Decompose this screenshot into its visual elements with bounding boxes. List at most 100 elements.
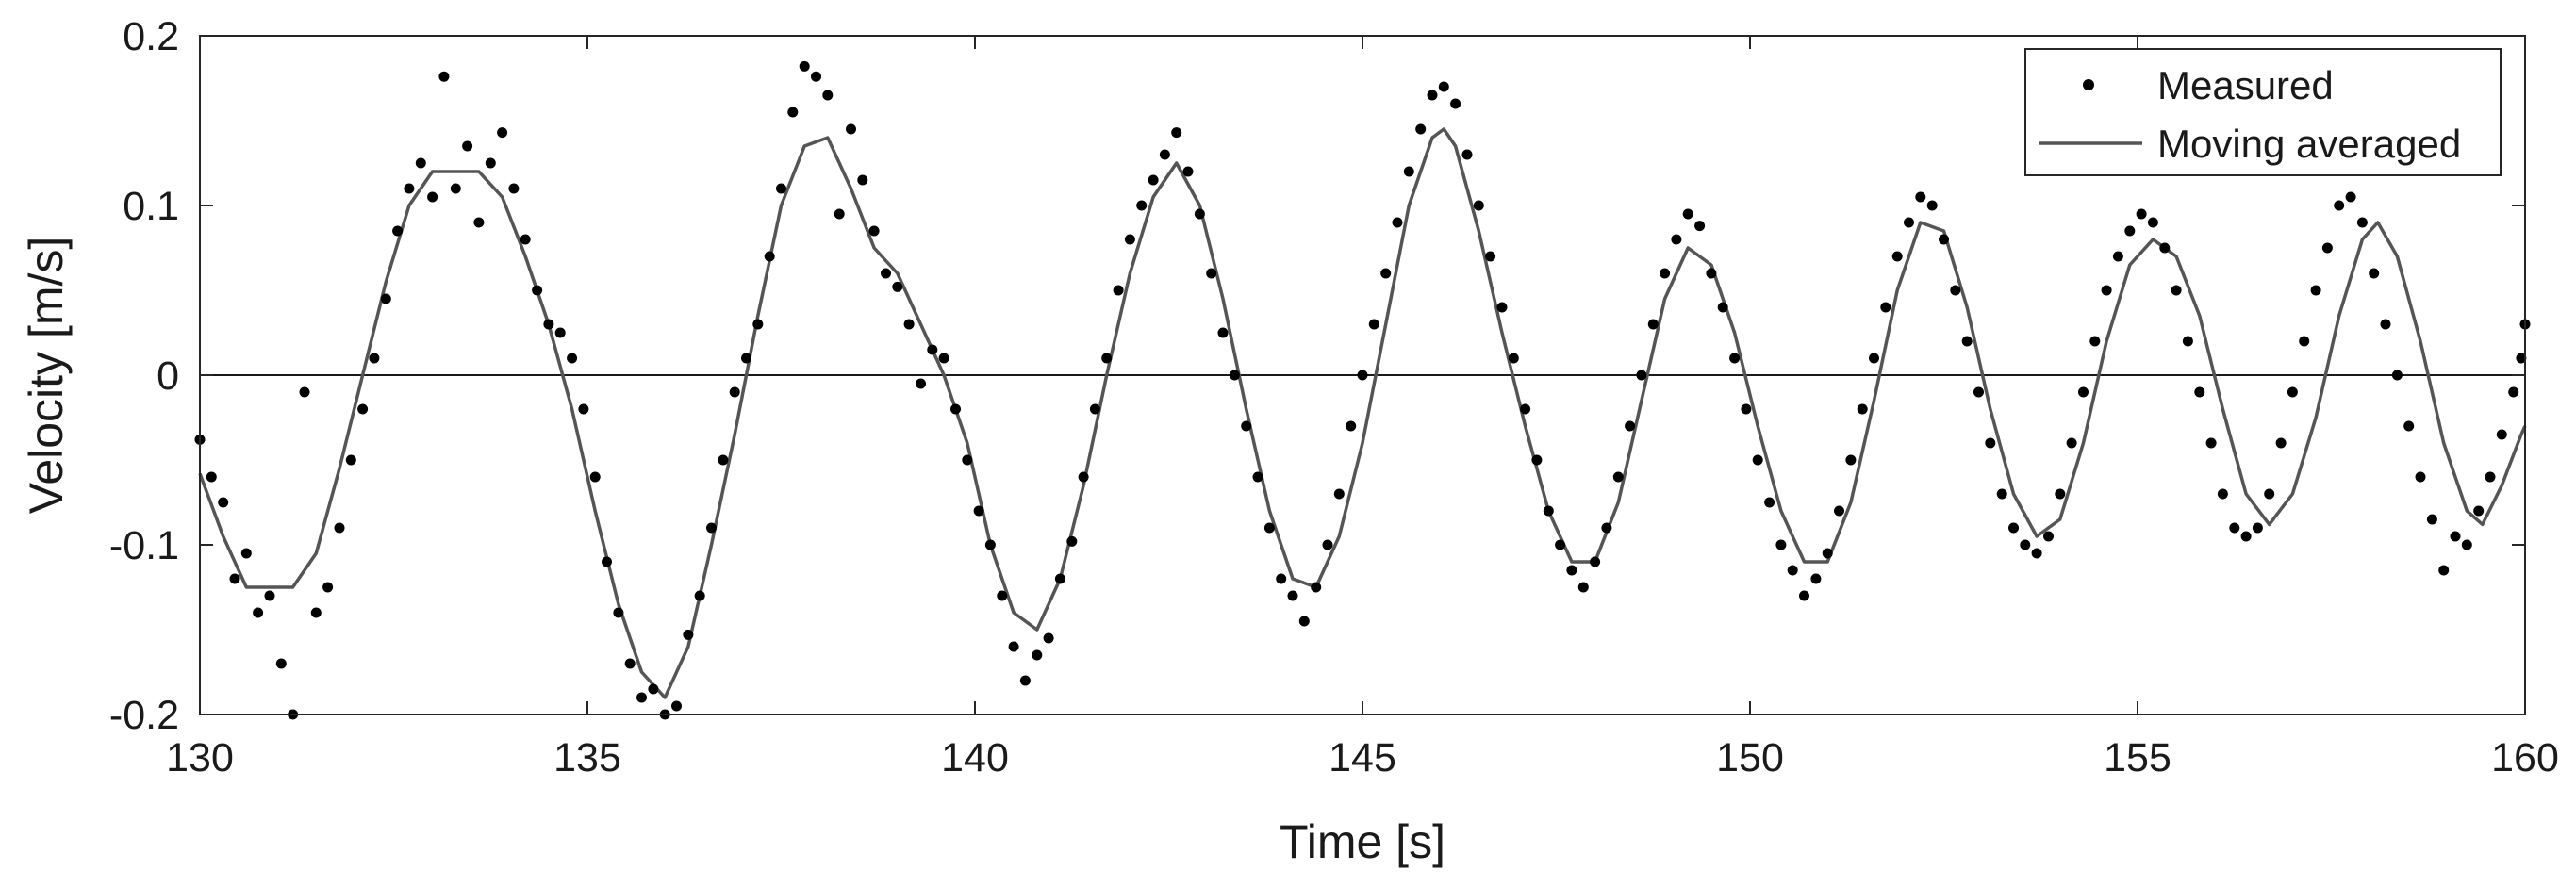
measured-point (2229, 522, 2240, 534)
measured-point (1450, 98, 1461, 109)
measured-point (1136, 200, 1148, 211)
measured-point (2171, 285, 2182, 296)
measured-point (450, 183, 461, 194)
measured-point (322, 582, 334, 593)
measured-point (497, 127, 508, 139)
measured-point (1252, 471, 1263, 483)
measured-point (1217, 327, 1229, 338)
measured-point (2380, 319, 2391, 330)
legend-label-moving-averaged: Moving averaged (2157, 122, 2461, 166)
measured-point (1752, 454, 1763, 466)
y-tick-label: -0.2 (109, 693, 179, 738)
measured-point (1601, 522, 1612, 534)
measured-point (543, 319, 554, 330)
measured-point (2496, 429, 2507, 440)
measured-point (264, 590, 275, 601)
measured-point (613, 607, 624, 618)
measured-point (1682, 208, 1693, 220)
measured-point (1333, 488, 1345, 500)
measured-point (1625, 420, 1636, 432)
moving-average-layer (198, 127, 2527, 699)
measured-point (1322, 539, 1333, 550)
x-tick-label: 140 (941, 735, 1009, 780)
measured-point (1636, 370, 1647, 381)
x-tick-label: 155 (2104, 735, 2171, 780)
measured-point (2287, 386, 2298, 398)
measured-point (2101, 285, 2112, 296)
measured-point (1171, 127, 1182, 139)
measured-point (218, 497, 229, 508)
measured-point (624, 658, 636, 669)
measured-point (1298, 616, 1310, 627)
measured-point (2055, 488, 2066, 500)
measured-point (2020, 539, 2031, 550)
measured-point (2112, 251, 2123, 262)
measured-point (706, 522, 717, 534)
measured-point (834, 208, 845, 220)
measured-point (1054, 573, 1065, 584)
measured-point (240, 548, 252, 559)
x-axis-title: Time [s] (1280, 815, 1445, 868)
measured-point (438, 71, 450, 82)
measured-point (2334, 200, 2345, 211)
measured-point (1822, 548, 1833, 559)
measured-point (1694, 221, 1706, 232)
measured-point (404, 183, 415, 194)
measured-point (2136, 208, 2147, 220)
y-tick-label: 0 (157, 353, 179, 399)
measured-point (694, 590, 705, 601)
x-tick-label: 150 (1716, 735, 1784, 780)
measured-point (310, 607, 322, 618)
measured-point (369, 353, 380, 364)
measured-point (811, 71, 821, 82)
measured-point (2450, 531, 2461, 542)
measured-point (1775, 539, 1787, 550)
measured-point (1577, 582, 1589, 593)
measured-point (1485, 251, 1496, 262)
measured-point (380, 293, 391, 304)
measured-point (485, 157, 496, 169)
measured-point (1508, 353, 1519, 364)
measured-point (334, 522, 345, 534)
measured-point (2205, 437, 2217, 449)
measured-point (1939, 234, 1949, 245)
measured-point (1206, 268, 1217, 279)
measured-point (1647, 319, 1659, 330)
measured-point (2461, 539, 2472, 550)
measured-point (1427, 90, 1438, 101)
measured-point (1915, 191, 1926, 203)
measured-point (729, 386, 740, 398)
measured-point (1834, 505, 1844, 517)
measured-point (2415, 471, 2426, 483)
x-tick-label: 135 (553, 735, 621, 780)
plot-area-frame (199, 35, 2526, 715)
measured-point (2078, 386, 2089, 398)
measured-point (508, 183, 520, 194)
measured-point (1612, 471, 1624, 483)
measured-point (1287, 590, 1298, 601)
x-tick-label: 130 (166, 735, 234, 780)
measured-point (567, 353, 578, 364)
measured-point (2345, 191, 2356, 203)
measured-point (927, 344, 938, 355)
measured-point (1891, 251, 1903, 262)
measured-point (1392, 217, 1403, 228)
measured-point (1159, 149, 1170, 160)
measured-point (253, 607, 264, 618)
measured-point (1926, 200, 1938, 211)
measured-point (1043, 632, 1054, 644)
measured-point (997, 590, 1008, 601)
measured-point (2275, 437, 2287, 449)
measured-point (1019, 675, 1031, 686)
measured-point (1555, 539, 1566, 550)
measured-point (1706, 268, 1717, 279)
measured-point (2391, 370, 2403, 381)
measured-point (1415, 123, 1427, 135)
measured-point (345, 454, 356, 466)
measured-point (1182, 166, 1194, 177)
measured-point (1671, 234, 1682, 245)
measured-point (2264, 488, 2275, 500)
measured-point (1590, 556, 1601, 567)
measured-point (892, 281, 903, 292)
